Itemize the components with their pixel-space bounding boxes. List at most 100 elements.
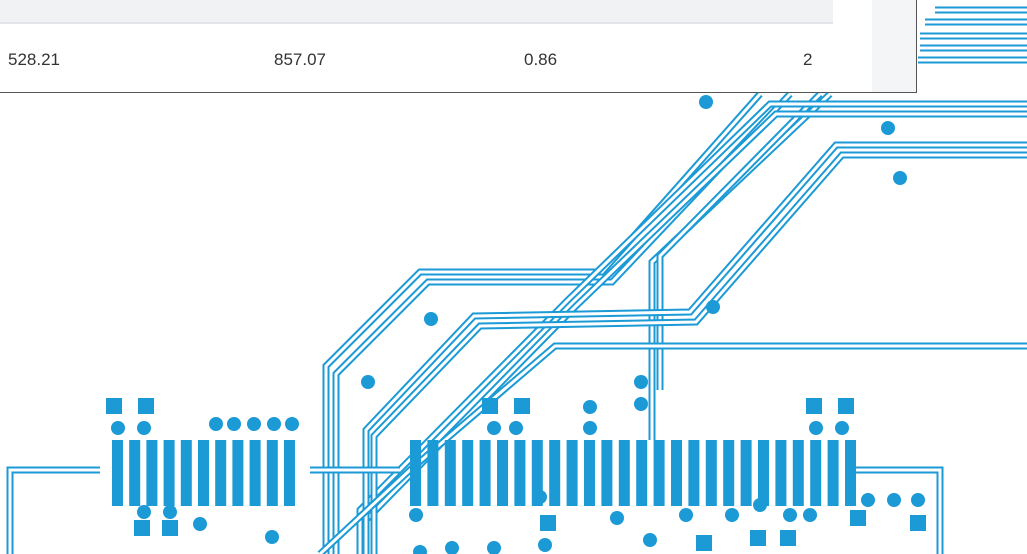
pad xyxy=(112,440,123,506)
pad xyxy=(780,530,796,546)
via xyxy=(193,517,207,531)
via xyxy=(643,533,657,547)
pad xyxy=(138,398,154,414)
via xyxy=(753,498,767,512)
via xyxy=(265,530,279,544)
pad xyxy=(688,440,700,506)
pad xyxy=(775,440,787,506)
trace-gap xyxy=(855,468,942,554)
via xyxy=(583,421,597,435)
table-row[interactable]: 528.21 857.07 0.86 2 xyxy=(0,44,833,74)
via xyxy=(634,397,648,411)
pad xyxy=(410,440,421,506)
trace xyxy=(855,466,944,554)
cell: 857.07 xyxy=(274,50,326,69)
pad xyxy=(514,440,526,506)
trace-gap xyxy=(650,92,832,440)
pad xyxy=(514,398,530,414)
pad xyxy=(601,440,613,506)
trace-gap xyxy=(334,92,792,554)
trace-gap xyxy=(8,468,100,554)
via xyxy=(361,375,375,389)
pad xyxy=(740,440,752,506)
pad xyxy=(232,440,244,506)
via xyxy=(163,505,177,519)
via xyxy=(509,421,523,435)
pad xyxy=(806,398,822,414)
via xyxy=(111,421,125,435)
via xyxy=(725,508,739,522)
pad xyxy=(215,440,227,506)
pad xyxy=(750,530,766,546)
pad xyxy=(198,440,209,506)
trace-gap xyxy=(364,143,1027,554)
pad xyxy=(696,535,712,551)
via xyxy=(227,417,241,431)
pad xyxy=(671,440,682,506)
via xyxy=(487,541,501,554)
via xyxy=(835,421,849,435)
pad xyxy=(266,440,278,506)
via xyxy=(893,171,907,185)
trace xyxy=(6,466,100,554)
via xyxy=(487,421,501,435)
pad xyxy=(653,440,665,506)
pad xyxy=(636,440,648,506)
pad xyxy=(705,440,717,506)
trace-gap xyxy=(372,153,1027,554)
via xyxy=(634,375,648,389)
pad xyxy=(566,440,578,506)
pad xyxy=(129,440,141,506)
via xyxy=(445,541,459,554)
pad xyxy=(482,398,498,414)
via xyxy=(783,508,797,522)
via xyxy=(137,421,151,435)
cell: 2 xyxy=(803,50,813,69)
pad xyxy=(758,440,769,506)
pad xyxy=(162,520,178,536)
pad xyxy=(106,398,122,414)
table-header xyxy=(0,0,833,24)
pad xyxy=(827,440,839,506)
pad xyxy=(584,440,595,506)
via xyxy=(706,300,720,314)
pad xyxy=(180,440,192,506)
via xyxy=(911,493,925,507)
pad xyxy=(618,440,630,506)
via xyxy=(137,505,151,519)
via xyxy=(861,493,875,507)
trace-gap xyxy=(358,102,1027,554)
via xyxy=(610,511,624,525)
pad xyxy=(284,440,295,506)
pad xyxy=(792,440,804,506)
via xyxy=(679,508,693,522)
via xyxy=(809,421,823,435)
pad xyxy=(479,440,491,506)
pad xyxy=(549,440,561,506)
via xyxy=(538,538,552,552)
pad xyxy=(427,440,439,506)
via xyxy=(583,400,597,414)
pad xyxy=(845,440,856,506)
via xyxy=(887,493,901,507)
pad xyxy=(444,440,456,506)
pad xyxy=(850,510,866,526)
pad xyxy=(497,440,508,506)
pad xyxy=(146,440,158,506)
pad xyxy=(838,398,854,414)
pad xyxy=(540,515,556,531)
via xyxy=(247,417,261,431)
pad xyxy=(810,440,822,506)
pad xyxy=(249,440,261,506)
via xyxy=(267,417,281,431)
pad xyxy=(531,440,543,506)
pad xyxy=(462,440,474,506)
via xyxy=(803,508,817,522)
pad xyxy=(723,440,735,506)
via xyxy=(424,312,438,326)
pad xyxy=(163,440,175,506)
via xyxy=(413,545,427,554)
via xyxy=(533,490,547,504)
